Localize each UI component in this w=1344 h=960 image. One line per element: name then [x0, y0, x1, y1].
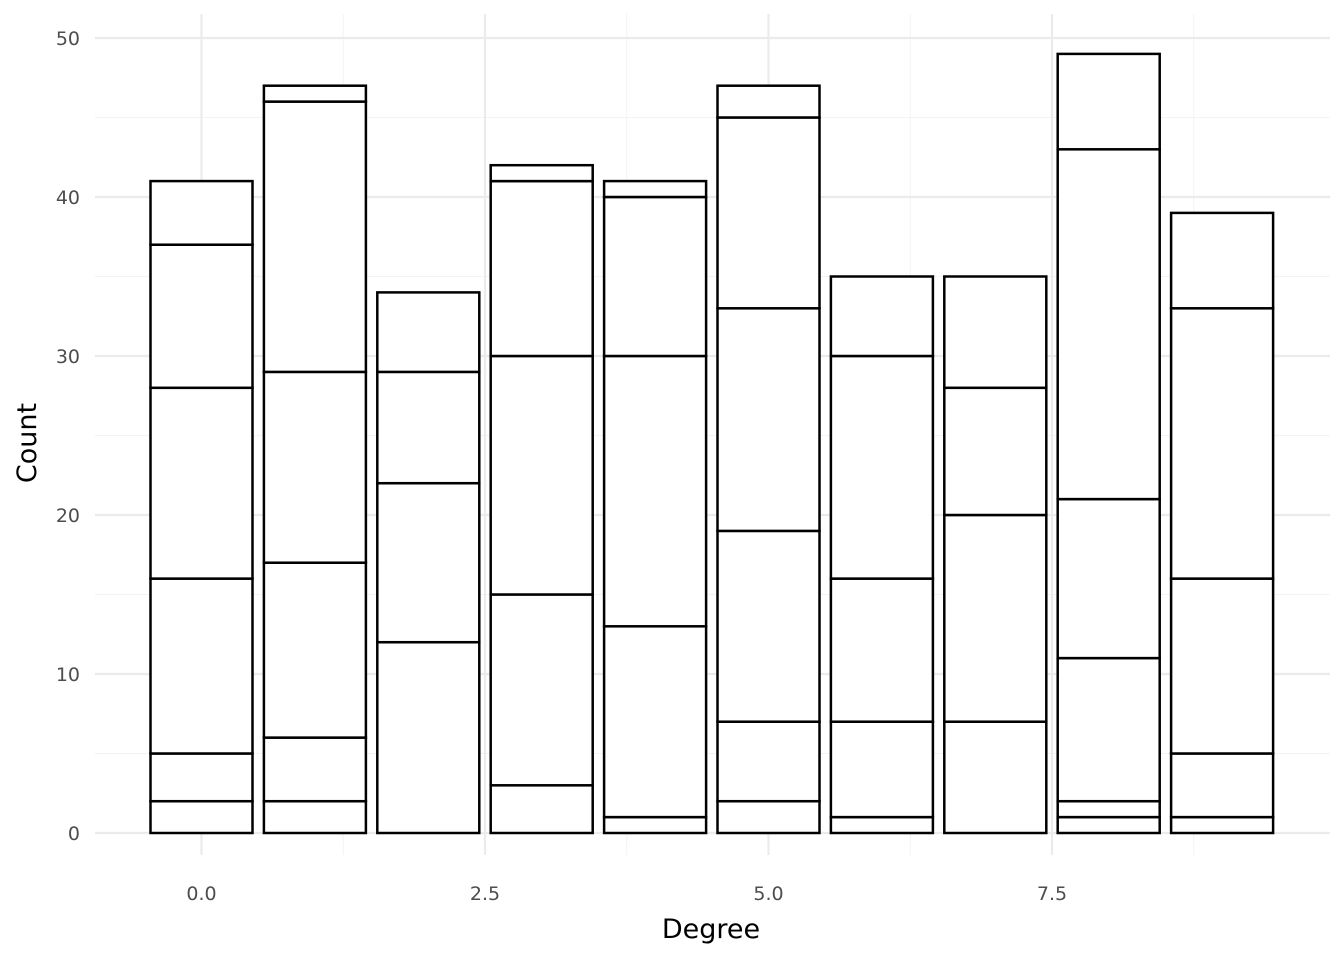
bar-segment — [716, 529, 821, 723]
x-tick-label: 5.0 — [753, 883, 783, 905]
bar-segment — [602, 195, 708, 358]
bar-segment — [716, 116, 821, 310]
bar-segment — [829, 354, 935, 580]
y-tick-label: 30 — [56, 346, 80, 368]
bar-segment — [1169, 815, 1275, 835]
y-axis-ticks: 0 10 20 30 40 50 — [56, 28, 80, 845]
bar-segment — [602, 625, 708, 819]
bar-segment — [1056, 656, 1161, 803]
bar-segment — [716, 307, 821, 533]
bar-segment — [943, 513, 1048, 723]
bar-segment — [943, 720, 1048, 835]
x-tick-label: 7.5 — [1037, 883, 1067, 905]
x-tick-label: 0.0 — [186, 883, 216, 905]
y-tick-label: 10 — [56, 664, 80, 686]
bar-segment — [149, 386, 254, 580]
y-tick-label: 40 — [56, 187, 80, 209]
bar-segment — [1169, 307, 1275, 580]
bar-segment — [716, 799, 821, 835]
bar-segment — [262, 100, 368, 374]
bar-segment — [1169, 577, 1275, 755]
bar-segment — [262, 799, 368, 835]
bar-segment — [716, 84, 821, 119]
bar-segment — [376, 370, 481, 485]
bar-segment — [489, 784, 594, 835]
bar-segment — [376, 481, 481, 644]
bar-segment — [943, 275, 1048, 390]
bar-segment — [602, 179, 708, 199]
bar-segment — [262, 736, 368, 803]
y-axis-title: Count — [12, 403, 43, 483]
bar-segment — [829, 815, 935, 835]
bar-segment — [602, 815, 708, 835]
bar-segment — [376, 640, 481, 835]
y-tick-label: 0 — [68, 823, 80, 845]
bar-segment — [829, 720, 935, 819]
x-tick-label: 2.5 — [470, 883, 500, 905]
bar-segment — [149, 752, 254, 803]
bar-segment — [1056, 148, 1161, 501]
bar-segment — [489, 354, 594, 596]
x-axis-title: Degree — [662, 914, 760, 945]
x-axis-ticks: 0.0 2.5 5.0 7.5 — [186, 883, 1067, 905]
y-tick-label: 20 — [56, 505, 80, 527]
bar-segment — [1169, 752, 1275, 819]
bars — [149, 52, 1275, 835]
bar-segment — [489, 593, 594, 787]
bar-segment — [149, 799, 254, 835]
bar-segment — [489, 179, 594, 358]
bar-segment — [1056, 52, 1161, 151]
bar-segment — [1056, 799, 1161, 819]
bar-segment — [1056, 497, 1161, 660]
bar-segment — [943, 386, 1048, 517]
bar-segment — [149, 179, 254, 246]
bar-segment — [829, 275, 935, 358]
y-tick-label: 50 — [56, 28, 80, 50]
bar-segment — [262, 561, 368, 739]
bar-segment — [1056, 815, 1161, 835]
bar-segment — [376, 291, 481, 374]
bar-segment — [262, 370, 368, 564]
bar-segment — [489, 163, 594, 183]
bar-segment — [602, 354, 708, 628]
bar-segment — [716, 720, 821, 803]
bar-segment — [829, 577, 935, 723]
bar-segment — [262, 84, 368, 103]
bar-segment — [1169, 211, 1275, 310]
bar-segment — [149, 577, 254, 755]
bar-segment — [149, 243, 254, 390]
